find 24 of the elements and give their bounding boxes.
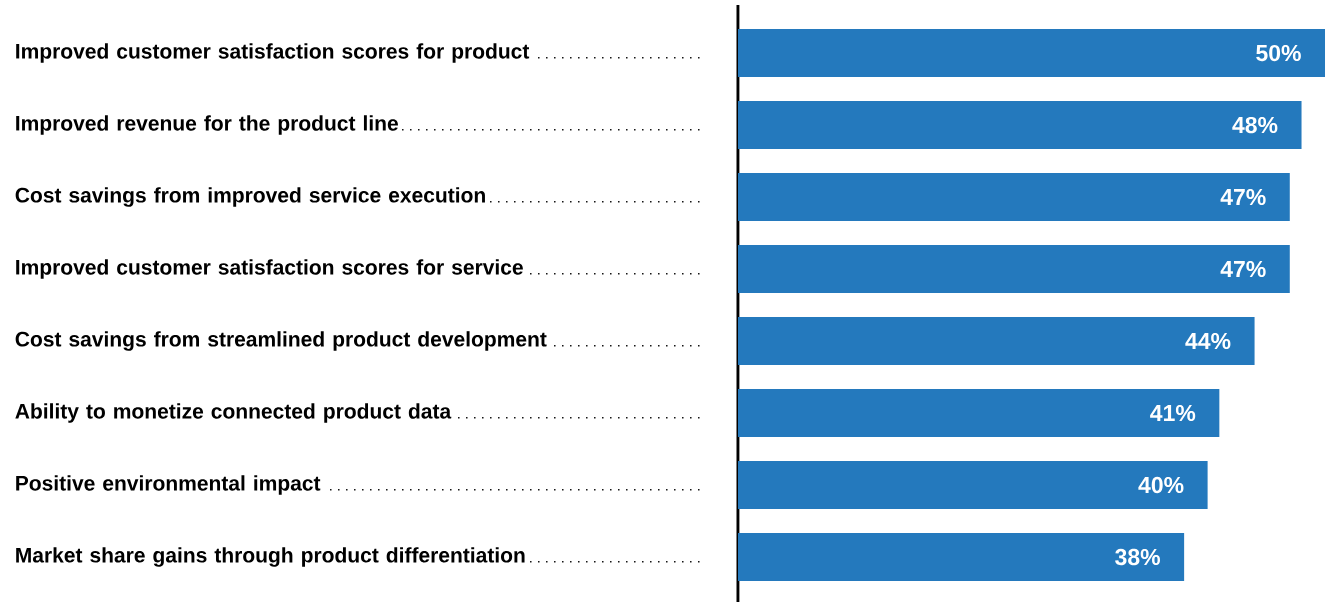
data-label: 38% bbox=[1115, 548, 1160, 566]
y-tick-label: Cost savings from streamlined product development bbox=[15, 331, 547, 351]
y-tick-label: Cost savings from improved service execution bbox=[15, 187, 485, 207]
y-tick-label: Ability to monetize connected product data bbox=[15, 403, 452, 423]
bar bbox=[738, 389, 1220, 438]
bar bbox=[738, 461, 1208, 510]
bar bbox=[738, 245, 1290, 294]
bar bbox=[738, 101, 1302, 150]
bar bbox=[738, 317, 1255, 366]
bar bbox=[738, 173, 1290, 222]
data-label: 41% bbox=[1150, 404, 1196, 422]
bar bbox=[738, 533, 1185, 582]
data-label: 40% bbox=[1138, 476, 1184, 494]
data-label: 47% bbox=[1220, 260, 1266, 278]
y-tick-label: Improved revenue for the product line bbox=[16, 115, 398, 135]
data-label: 47% bbox=[1220, 188, 1266, 206]
bar bbox=[738, 29, 1326, 78]
y-tick-label: Positive environmental impact bbox=[16, 475, 321, 495]
y-tick-label: Improved customer satisfaction scores for service bbox=[16, 259, 523, 279]
y-tick-label: Improved customer satisfaction scores for product bbox=[16, 43, 530, 63]
data-label: 44% bbox=[1185, 332, 1231, 350]
y-tick-label: Market share gains through product differentiation bbox=[16, 547, 525, 567]
data-label: 48% bbox=[1232, 116, 1278, 134]
data-label: 50% bbox=[1256, 44, 1301, 62]
